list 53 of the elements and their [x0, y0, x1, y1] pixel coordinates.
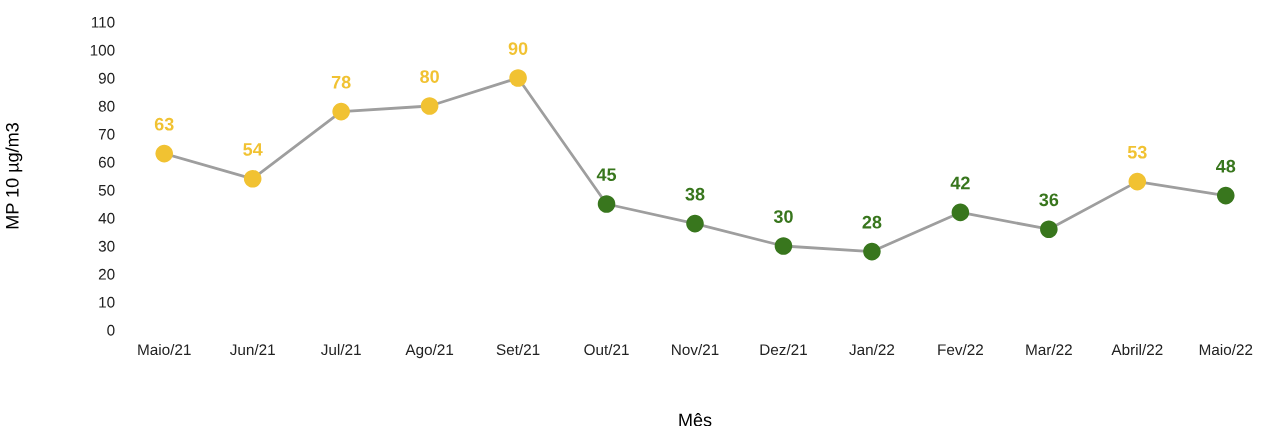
x-tick-label: Nov/21 [672, 343, 719, 356]
y-tick-label: 50 [98, 184, 115, 196]
x-axis-title: Mês [679, 413, 712, 426]
data-label: 63 [154, 117, 174, 131]
data-label: 53 [1127, 145, 1147, 159]
y-tick-label: 100 [90, 44, 115, 56]
y-tick-label: 40 [98, 212, 115, 224]
y-tick-label: 0 [107, 324, 115, 336]
data-label: 28 [862, 215, 882, 229]
y-tick-label: 30 [98, 240, 115, 252]
point [155, 144, 174, 163]
y-tick-label: 110 [91, 16, 115, 28]
point [951, 203, 970, 222]
point [774, 237, 793, 255]
data-label: 30 [773, 210, 793, 224]
point [1128, 172, 1147, 191]
y-tick-label: 60 [98, 156, 115, 168]
y-tick-label: 90 [98, 72, 115, 84]
point [243, 170, 262, 188]
point [332, 102, 350, 121]
y-tick-label: 80 [98, 100, 115, 112]
point [686, 214, 704, 233]
x-tick-label: Jun/21 [230, 343, 275, 356]
x-tick-label: Ago/21 [405, 343, 454, 359]
data-label: 80 [420, 70, 439, 83]
data-label: 78 [331, 75, 351, 89]
data-label: 90 [508, 42, 528, 55]
x-tick-label: Mar/22 [1026, 343, 1072, 356]
point [597, 195, 616, 213]
x-tick-label: Jan/22 [849, 343, 895, 356]
data-label: 42 [950, 176, 970, 190]
x-tick-label: Dez/21 [760, 343, 807, 356]
data-label: 38 [685, 187, 705, 201]
x-tick-label: Maio/22 [1199, 343, 1253, 356]
x-tick-label: Fev/22 [938, 343, 983, 356]
data-label: 48 [1216, 159, 1236, 173]
y-axis-title: MP 10 µg/m3 [5, 123, 23, 229]
x-tick-label: Out/21 [584, 343, 629, 356]
x-tick-label: Abril/22 [1111, 343, 1163, 356]
data-label: 36 [1039, 193, 1059, 207]
data-label: 45 [596, 168, 617, 181]
x-tick-label: Maio/21 [138, 343, 191, 356]
y-tick-label: 70 [98, 128, 115, 140]
data-label: 54 [243, 143, 263, 156]
x-tick-label: Jul/21 [321, 343, 361, 356]
y-tick-label: 10 [99, 296, 115, 308]
point [863, 242, 881, 261]
y-tick-label: 20 [98, 268, 115, 280]
point [1216, 186, 1235, 205]
x-tick-label: Set/21 [496, 343, 540, 356]
point [509, 69, 527, 87]
point [1040, 220, 1058, 238]
point [420, 97, 439, 115]
